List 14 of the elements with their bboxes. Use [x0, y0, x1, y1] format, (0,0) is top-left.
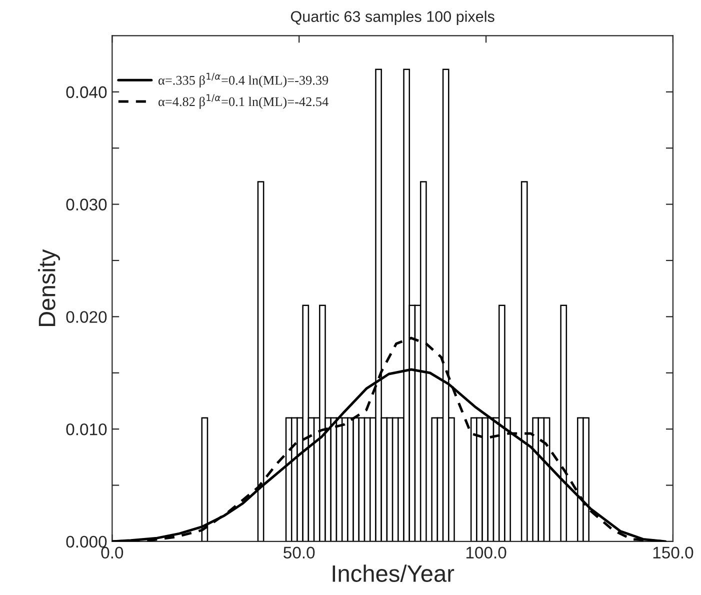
chart-title: Quartic 63 samples 100 pixels	[290, 10, 494, 25]
legend-label: α=4.82 β$^{1/α}$=0.1 ln(ML)=-42.54	[158, 94, 328, 109]
x-tick-label: 100.0	[466, 546, 506, 559]
y-axis-title: Density	[38, 249, 60, 326]
y-tick-label: 0.040	[66, 86, 107, 98]
y-tick-label: 0.010	[66, 423, 107, 436]
x-tick-label: 50.0	[284, 546, 315, 559]
y-tick-label: 0.020	[66, 311, 107, 323]
x-tick-label: 150.0	[653, 546, 694, 559]
y-tick-label: 0.000	[66, 536, 107, 548]
x-tick-label: 0.0	[101, 546, 124, 559]
y-tick-label: 0.030	[66, 198, 107, 210]
x-axis-title: Inches/Year	[332, 564, 454, 582]
legend-label: α=.335 β$^{1/α}$=0.4 ln(ML)=-39.39	[158, 72, 328, 88]
